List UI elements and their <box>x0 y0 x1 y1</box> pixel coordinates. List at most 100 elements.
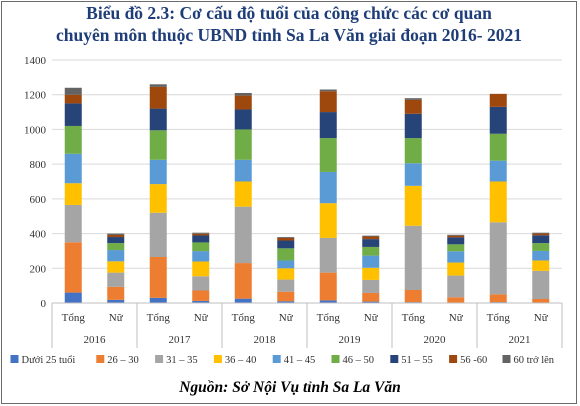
bar-segment <box>64 125 82 154</box>
legend-label[interactable]: Dưới 25 tuổi <box>22 355 76 366</box>
x-category-label: Tổng <box>62 312 86 324</box>
bar-segment <box>277 279 295 292</box>
bar-segment <box>107 272 125 287</box>
bar-segment <box>447 262 465 276</box>
bar-segment <box>362 235 380 237</box>
legend-label[interactable]: 60 trở lên <box>514 355 555 366</box>
y-tick-label: 200 <box>30 263 47 275</box>
chart-title-line-2: chuyên môn thuộc UBND tỉnh Sa La Văn gia… <box>56 25 522 45</box>
legend-label[interactable]: 46 – 50 <box>343 355 375 366</box>
legend[interactable]: Dưới 25 tuổi 26 – 30 31 – 35 36 – 40 41 – 45… <box>10 355 555 366</box>
bar-segment <box>532 250 550 261</box>
bar-segment <box>447 251 465 263</box>
legend-swatch[interactable] <box>390 355 399 363</box>
bar-segment <box>447 237 465 245</box>
bar-segment <box>149 184 167 213</box>
bar-segment <box>149 84 167 87</box>
bar-segment <box>319 300 337 303</box>
bar-segment <box>107 286 125 300</box>
legend-swatch[interactable] <box>449 355 458 363</box>
bar-segment <box>107 234 125 238</box>
legend-label[interactable]: 31 – 35 <box>166 355 198 366</box>
y-tick-label: 1000 <box>24 124 47 136</box>
bar-segment <box>149 130 167 160</box>
legend-swatch[interactable] <box>96 355 105 363</box>
bar-segment <box>532 299 550 303</box>
bar-segment <box>64 153 82 184</box>
bar-segment <box>489 133 507 161</box>
legend-label[interactable]: 51 – 55 <box>401 355 433 366</box>
bars <box>64 84 550 303</box>
x-category-label: Nữ <box>109 312 124 324</box>
legend-swatch[interactable] <box>272 355 281 363</box>
legend-label[interactable]: 36 – 40 <box>225 355 257 366</box>
bar-segment <box>107 299 125 303</box>
bar-segment <box>149 86 167 109</box>
bar-segment <box>64 204 82 243</box>
y-tick-label: 600 <box>30 194 47 206</box>
bar-segment <box>489 294 507 303</box>
legend-swatch[interactable] <box>155 355 164 363</box>
bar-segment <box>362 236 380 240</box>
bar-segment <box>532 270 550 300</box>
bar-segment <box>192 232 210 234</box>
bar-segment <box>532 243 550 251</box>
bar-segment <box>234 159 252 182</box>
bar-segment <box>532 233 550 236</box>
bar-segment <box>192 242 210 252</box>
legend-swatch[interactable] <box>213 355 222 363</box>
bar-segment <box>404 163 422 186</box>
bar-segment <box>64 94 82 104</box>
bar-segment <box>489 181 507 223</box>
bar-segment <box>64 292 82 303</box>
bar-segment <box>107 233 125 235</box>
bar-segment <box>404 289 422 303</box>
bar-segment <box>64 87 82 95</box>
bar-segment <box>107 243 125 251</box>
bar-segment <box>234 129 252 160</box>
legend-label[interactable]: 56 -60 <box>460 355 487 366</box>
bar-segment <box>192 261 210 277</box>
bar-segment <box>404 98 422 100</box>
gridlines <box>52 59 562 304</box>
bar-segment <box>362 292 380 302</box>
legend-swatch[interactable] <box>10 355 19 363</box>
bar-segment <box>447 234 465 236</box>
bar-segment <box>362 267 380 280</box>
bar-segment <box>64 183 82 205</box>
bar-segment <box>362 246 380 256</box>
bar-segment <box>234 263 252 299</box>
bar-segment <box>319 91 337 113</box>
bar-segment <box>489 106 507 134</box>
bar-segment <box>447 244 465 252</box>
source-note: Nguồn: Sở Nội Vụ tỉnh Sa La Văn <box>179 379 401 396</box>
bar-segment <box>404 99 422 114</box>
bar-segment <box>149 159 167 185</box>
legend-swatch[interactable] <box>331 355 340 363</box>
bar-segment <box>489 93 507 107</box>
bar-segment <box>149 257 167 298</box>
chart-title-line-1: Biểu đồ 2.3: Cơ cấu độ tuổi của công chứ… <box>86 3 492 23</box>
bar-segment <box>234 298 252 303</box>
legend-label[interactable]: 41 – 45 <box>284 355 316 366</box>
y-tick-label: 1400 <box>24 55 47 67</box>
bar-segment <box>447 275 465 298</box>
bar-segment <box>107 237 125 244</box>
x-category-label: Nữ <box>364 312 379 324</box>
y-tick-label: 0 <box>41 298 47 310</box>
bar-segment <box>234 92 252 96</box>
x-group-label: 2016 <box>84 334 107 346</box>
legend-swatch[interactable] <box>502 355 511 363</box>
bar-segment <box>107 261 125 273</box>
bar-segment <box>362 301 380 303</box>
x-category-label: Tổng <box>317 312 341 324</box>
bar-segment <box>404 113 422 139</box>
bar-segment <box>149 212 167 258</box>
x-group-label: 2017 <box>169 334 192 346</box>
bar-segment <box>319 203 337 238</box>
legend-label[interactable]: 26 – 30 <box>107 355 139 366</box>
bar-segment <box>532 260 550 271</box>
bar-segment <box>234 181 252 207</box>
bar-segment <box>404 185 422 226</box>
bar-segment <box>277 260 295 269</box>
